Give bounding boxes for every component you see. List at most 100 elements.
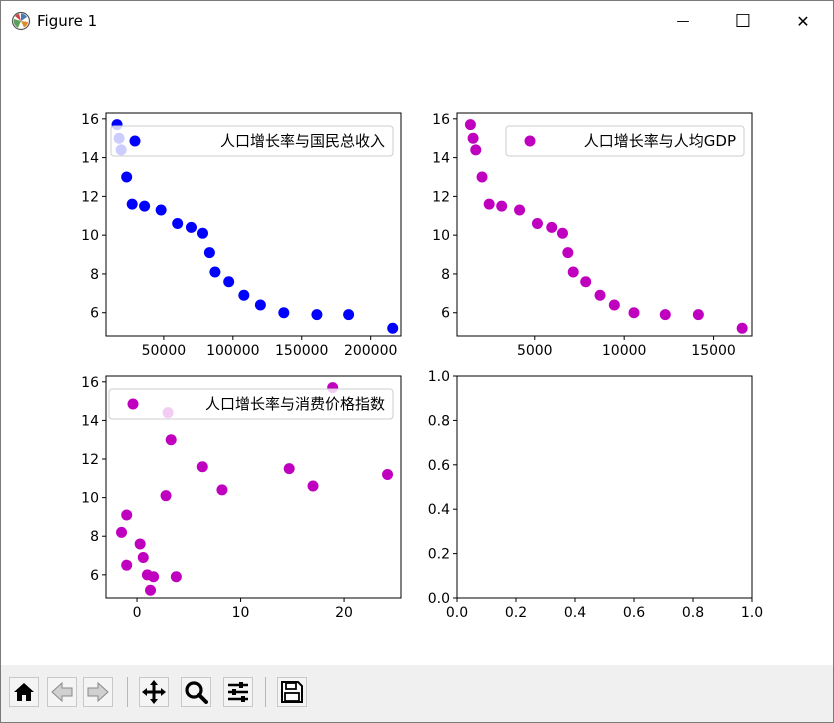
y-tick-label: 12: [432, 189, 450, 205]
y-tick-label: 0.6: [428, 458, 450, 474]
legend-box: [505, 125, 745, 157]
home-icon: [14, 683, 34, 701]
data-point: [382, 468, 394, 480]
maximize-button[interactable]: ☐: [713, 1, 773, 41]
pan-button[interactable]: [139, 677, 169, 707]
forward-button[interactable]: [83, 677, 113, 707]
data-point: [483, 198, 495, 210]
data-point: [311, 309, 323, 321]
x-tick-label: 20: [335, 605, 353, 621]
y-tick-label: 6: [90, 568, 99, 584]
data-point: [467, 132, 479, 144]
right-arrow-icon: [87, 681, 109, 703]
data-point: [121, 559, 133, 571]
legend: 人口增长率与消费价格指数: [108, 388, 394, 420]
minimize-button[interactable]: —: [653, 1, 713, 41]
data-point: [116, 526, 128, 538]
close-button[interactable]: ✕: [773, 1, 833, 41]
data-point: [216, 484, 228, 496]
subplots-button[interactable]: [223, 677, 253, 707]
y-tick-label: 1.0: [428, 369, 450, 385]
legend: 人口增长率与人均GDP: [505, 125, 745, 157]
home-button[interactable]: [9, 677, 39, 707]
y-tick-label: 8: [90, 267, 99, 283]
data-point: [254, 299, 266, 311]
title-bar: Figure 1 — ☐ ✕: [1, 1, 833, 41]
axes-frame: [105, 112, 402, 337]
data-point: [145, 584, 157, 596]
y-tick-label: 14: [81, 413, 99, 429]
subplot-1: 人口增长率与国民总收入 50000 100000 150000 200000 6 8 10 12…: [81, 112, 402, 359]
axes-frame: [456, 112, 753, 337]
back-button[interactable]: [47, 677, 77, 707]
save-button[interactable]: [277, 677, 307, 707]
data-point: [692, 309, 704, 321]
data-point: [278, 307, 290, 319]
axes-frame: [456, 375, 753, 599]
y-tick-label: 16: [81, 112, 99, 128]
y-tick-label: 6: [90, 306, 99, 322]
data-point: [496, 200, 508, 212]
data-point: [121, 171, 133, 183]
y-tick-label: 16: [81, 375, 99, 391]
data-point: [139, 200, 151, 212]
x-tick-label: 0.6: [623, 605, 645, 621]
x-tick-label: 150000: [275, 343, 328, 359]
figure-canvas[interactable]: 人口增长率与国民总收入 50000 100000 150000 200000 6 8 10 12…: [1, 41, 833, 665]
axes-frame: [105, 375, 402, 599]
toolbar-separator: [127, 677, 128, 707]
legend-marker: [524, 135, 536, 147]
y-tick-label: 16: [432, 112, 450, 128]
data-point: [196, 461, 208, 473]
x-tick-label: 1.0: [741, 605, 763, 621]
x-tick-label: 100000: [206, 343, 259, 359]
data-point: [155, 204, 167, 216]
data-point: [514, 204, 526, 216]
data-point: [283, 463, 295, 475]
legend-marker: [127, 398, 139, 410]
y-tick-label: 14: [432, 151, 450, 167]
window-title: Figure 1: [37, 12, 98, 30]
data-point: [594, 289, 606, 301]
y-tick-label: 0.8: [428, 413, 450, 429]
x-tick-label: 0: [133, 605, 142, 621]
data-point: [121, 509, 133, 521]
legend-box: [110, 125, 394, 157]
data-point: [343, 309, 355, 321]
data-point: [562, 247, 574, 259]
subplot-3: 人口增长率与消费价格指数 0 10 20 6 8 10 12 14 16: [81, 375, 402, 621]
data-point: [307, 480, 319, 492]
data-point: [148, 571, 160, 583]
data-point: [567, 266, 579, 278]
data-point: [170, 571, 182, 583]
x-tick-label: 0.0: [446, 605, 468, 621]
minimize-icon: —: [676, 13, 690, 29]
y-tick-label: 12: [81, 189, 99, 205]
data-point: [238, 289, 250, 301]
y-tick-label: 8: [90, 529, 99, 545]
data-point: [209, 266, 221, 278]
data-point: [172, 218, 184, 230]
data-point: [476, 171, 488, 183]
legend: 人口增长率与国民总收入: [110, 125, 394, 157]
x-tick-label: 0.4: [564, 605, 586, 621]
x-tick-label: 0.2: [505, 605, 527, 621]
data-point: [160, 490, 172, 502]
subplot-4: 0.0 0.2 0.4 0.6 0.8 1.0 0.0 0.2 0.4 0.6 0.8 1.0: [428, 369, 763, 621]
y-tick-label: 12: [81, 452, 99, 468]
y-tick-label: 14: [81, 151, 99, 167]
data-point: [203, 247, 215, 259]
move-icon: [142, 680, 166, 704]
x-tick-label: 0.8: [682, 605, 704, 621]
close-icon: ✕: [796, 11, 810, 31]
zoom-button[interactable]: [181, 677, 211, 707]
data-point: [580, 276, 592, 288]
data-point: [387, 322, 399, 334]
subplot-2: 人口增长率与人均GDP 5000 10000 15000 6 8 10 12 14 16: [432, 112, 753, 359]
data-point: [464, 119, 476, 131]
data-point: [736, 322, 748, 334]
x-tick-label: 50000: [142, 343, 187, 359]
y-tick-label: 10: [81, 228, 99, 244]
